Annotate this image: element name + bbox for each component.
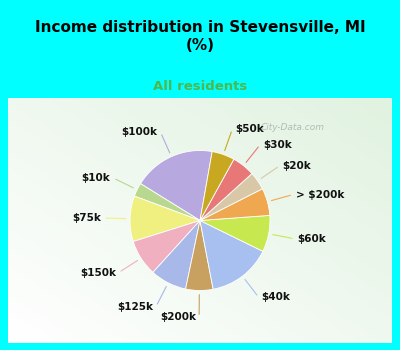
Wedge shape xyxy=(200,220,263,289)
Wedge shape xyxy=(140,150,212,220)
Text: $125k: $125k xyxy=(117,302,153,312)
Text: $30k: $30k xyxy=(263,140,292,150)
Wedge shape xyxy=(130,196,200,242)
Text: $20k: $20k xyxy=(282,161,311,171)
Text: $50k: $50k xyxy=(235,125,264,134)
Text: $100k: $100k xyxy=(122,127,158,137)
Text: $200k: $200k xyxy=(160,312,196,322)
Text: $75k: $75k xyxy=(72,213,101,223)
Wedge shape xyxy=(200,152,234,220)
Text: All residents: All residents xyxy=(153,80,247,93)
Wedge shape xyxy=(134,184,200,220)
Text: $10k: $10k xyxy=(82,173,110,183)
Text: Income distribution in Stevensville, MI
(%): Income distribution in Stevensville, MI … xyxy=(35,20,365,53)
Wedge shape xyxy=(200,159,252,220)
Wedge shape xyxy=(200,174,262,220)
Wedge shape xyxy=(200,189,270,220)
Text: > $200k: > $200k xyxy=(296,190,344,200)
Text: City-Data.com: City-Data.com xyxy=(260,123,324,132)
Wedge shape xyxy=(186,220,213,290)
Wedge shape xyxy=(200,215,270,251)
Text: $60k: $60k xyxy=(298,234,326,244)
Wedge shape xyxy=(133,220,200,272)
Wedge shape xyxy=(153,220,200,289)
Text: $150k: $150k xyxy=(80,268,116,278)
Text: $40k: $40k xyxy=(262,292,290,302)
